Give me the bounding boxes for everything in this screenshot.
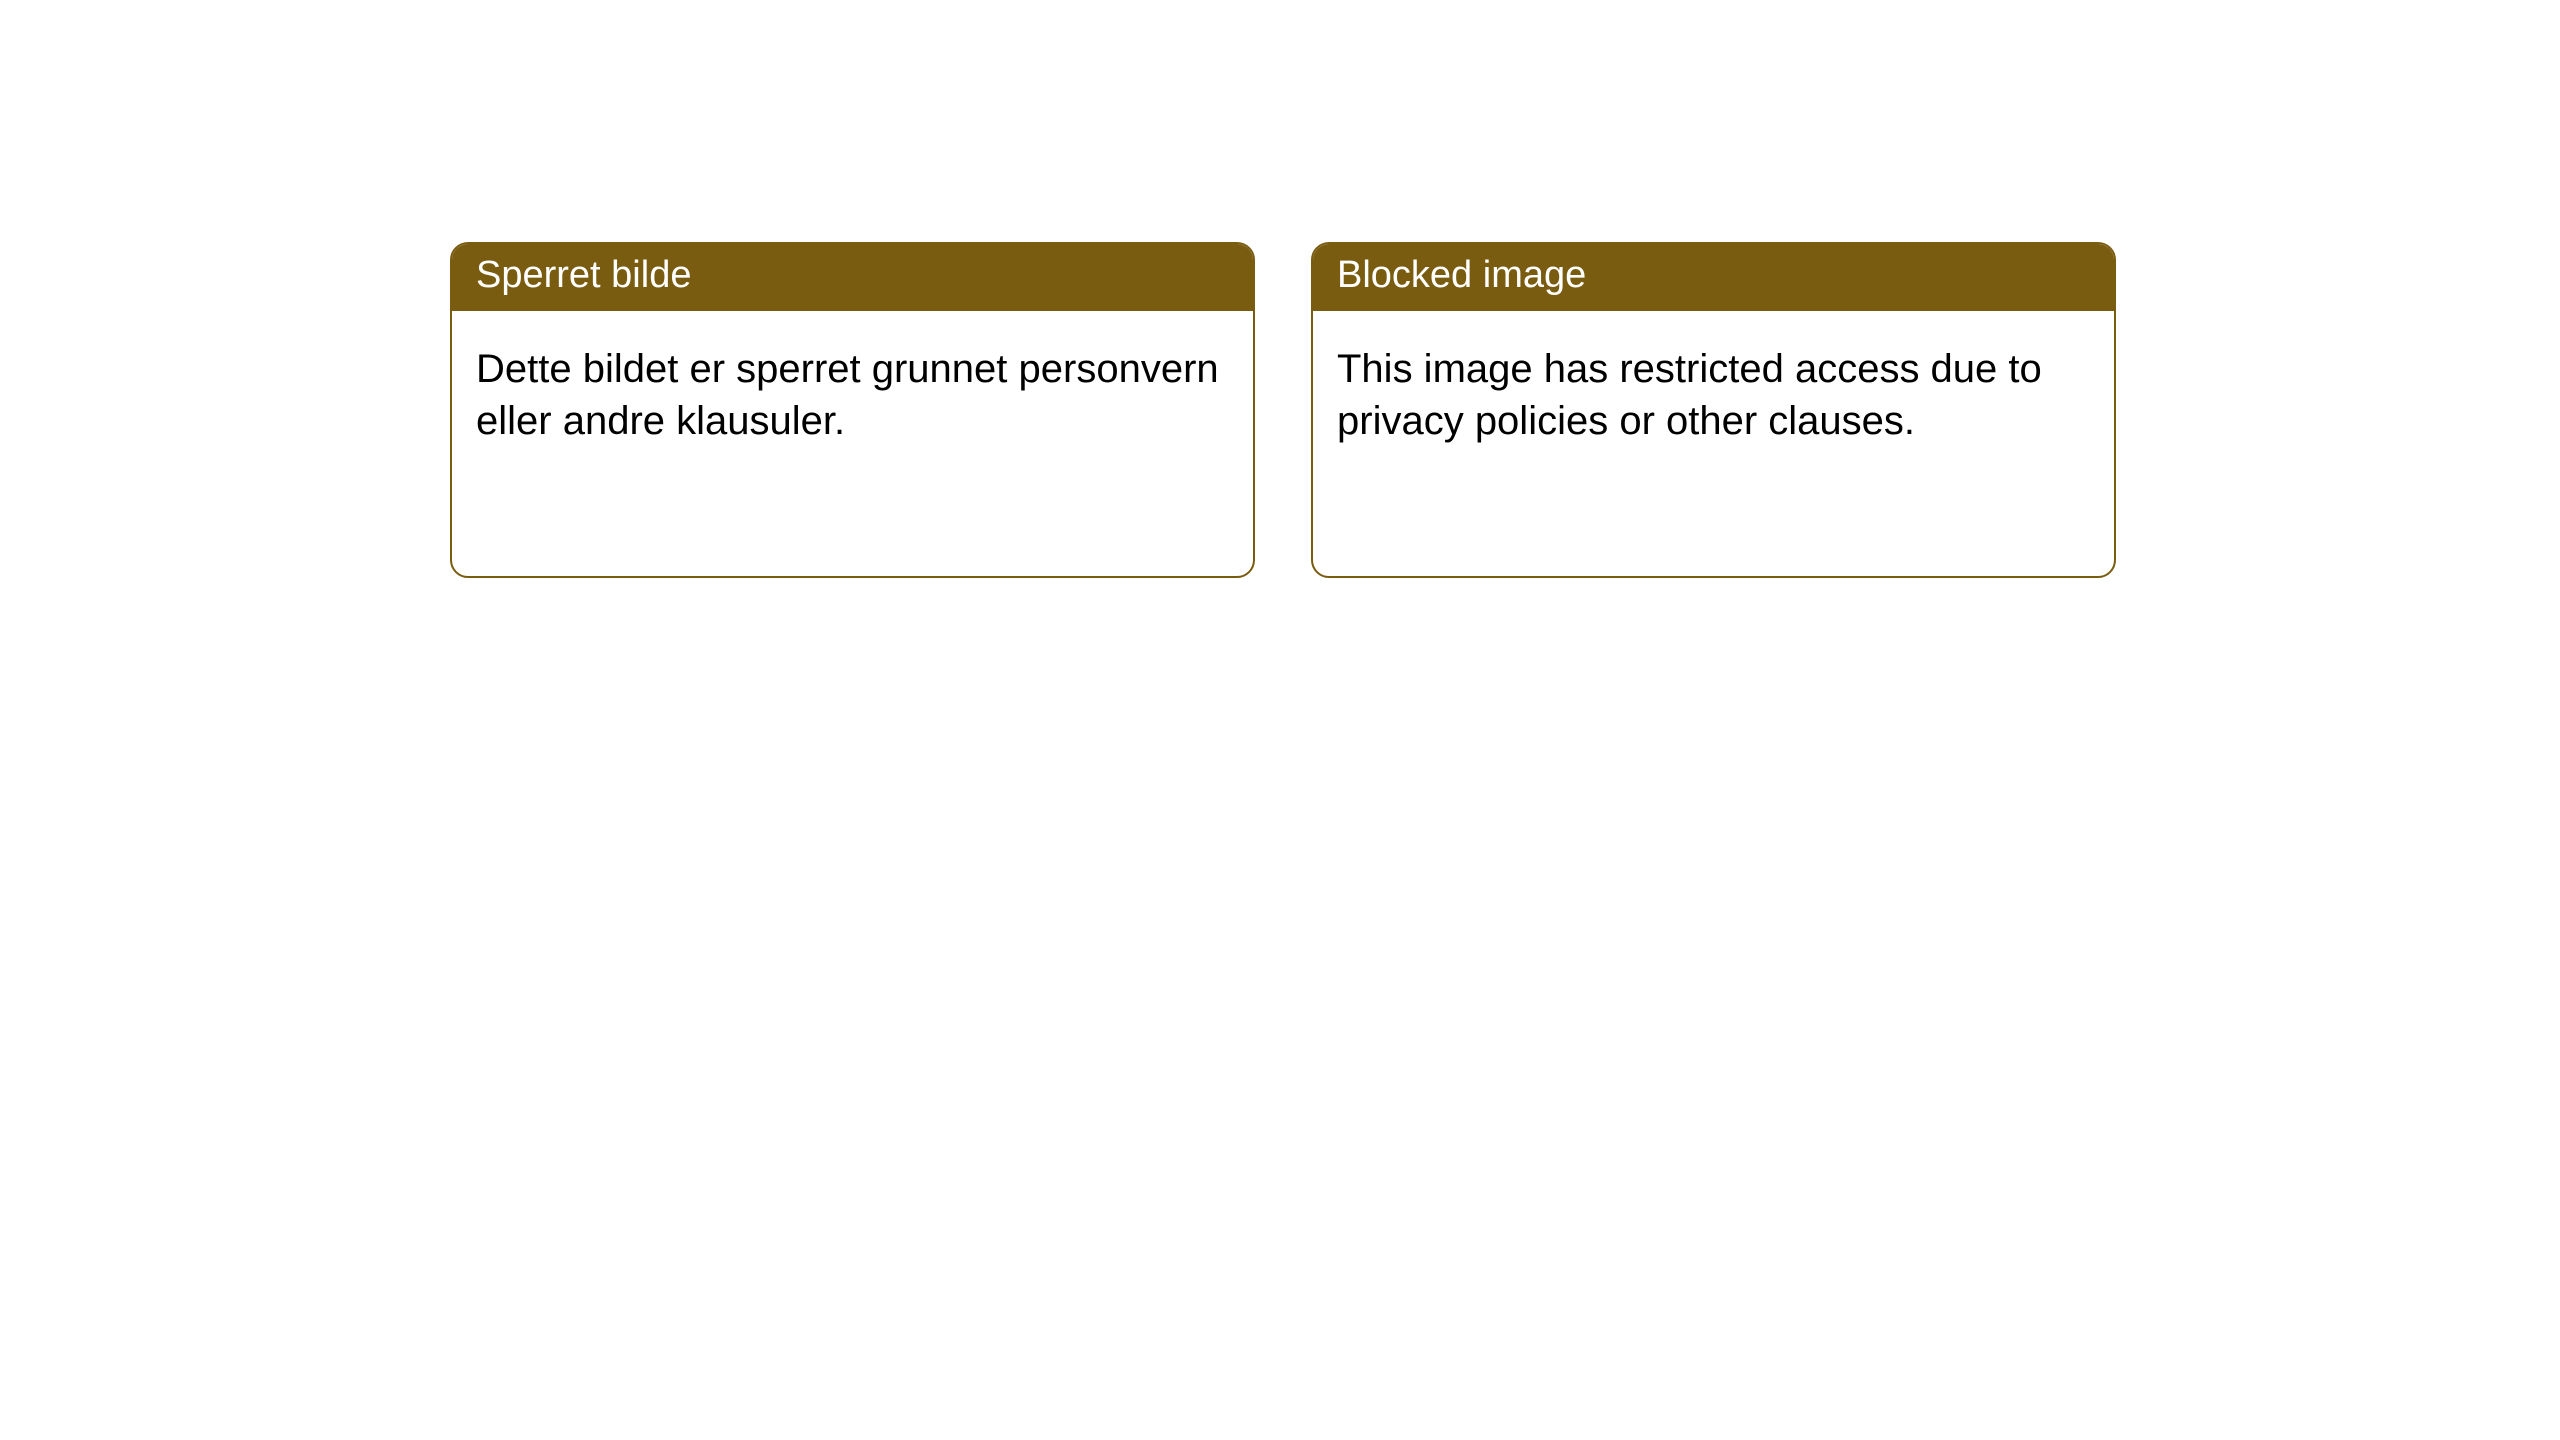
blocked-image-card-en: Blocked image This image has restricted … — [1311, 242, 2116, 578]
blocked-image-card-no: Sperret bilde Dette bildet er sperret gr… — [450, 242, 1255, 578]
card-header-no: Sperret bilde — [452, 244, 1253, 311]
notice-container: Sperret bilde Dette bildet er sperret gr… — [0, 0, 2560, 578]
card-header-en: Blocked image — [1313, 244, 2114, 311]
card-body-en: This image has restricted access due to … — [1313, 311, 2114, 479]
card-body-no: Dette bildet er sperret grunnet personve… — [452, 311, 1253, 479]
